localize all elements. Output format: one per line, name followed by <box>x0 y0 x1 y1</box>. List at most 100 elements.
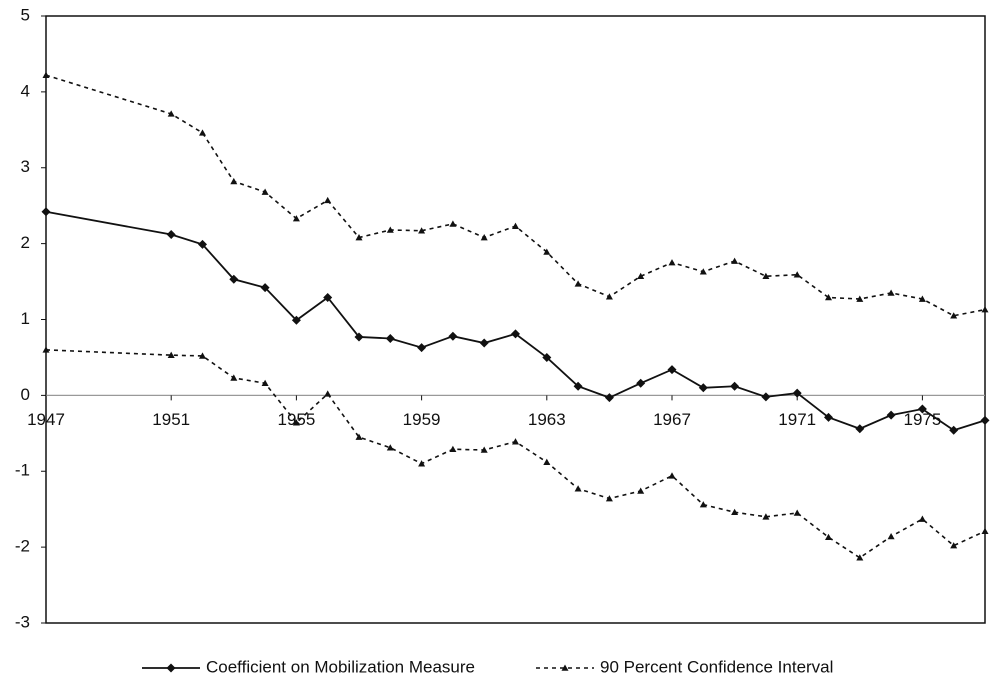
triangle-marker <box>199 129 206 136</box>
triangle-marker <box>324 390 332 397</box>
triangle-marker <box>762 513 770 520</box>
triangle-marker <box>167 351 175 358</box>
diamond-marker <box>448 331 458 341</box>
triangle-marker <box>561 664 569 671</box>
triangle-marker <box>887 533 895 540</box>
triangle-marker <box>856 295 864 302</box>
diamond-marker <box>417 343 427 353</box>
triangle-marker <box>42 346 50 353</box>
diamond-marker <box>886 410 896 420</box>
triangle-marker <box>699 501 707 508</box>
triangle-marker <box>825 293 832 301</box>
triangle-marker <box>292 419 300 426</box>
y-tick-label: 0 <box>21 385 30 404</box>
diamond-marker <box>792 388 802 398</box>
triangle-marker <box>918 295 926 302</box>
triangle-marker <box>605 495 613 502</box>
triangle-marker <box>480 234 488 241</box>
triangle-marker <box>950 312 958 319</box>
triangle-marker <box>731 508 739 516</box>
interval-line <box>45 74 986 317</box>
diamond-marker <box>291 315 301 325</box>
diamond-marker <box>166 663 176 673</box>
diamond-marker <box>824 412 833 422</box>
triangle-marker <box>230 177 238 185</box>
diamond-marker <box>855 424 865 434</box>
triangle-marker <box>762 272 770 280</box>
x-tick-label: 1951 <box>152 410 190 429</box>
triangle-marker <box>355 433 363 440</box>
diamond-marker <box>761 392 771 402</box>
triangle-marker <box>668 259 676 266</box>
triangle-marker <box>199 352 206 359</box>
triangle-marker <box>731 257 739 264</box>
diamond-marker <box>511 329 520 339</box>
diamond-marker <box>41 207 51 217</box>
triangle-marker <box>230 374 238 381</box>
triangle-marker <box>449 220 457 227</box>
legend-label: Coefficient on Mobilization Measure <box>206 657 475 676</box>
interval-line <box>45 349 986 559</box>
triangle-marker <box>793 509 801 516</box>
diamond-marker <box>198 239 207 249</box>
triangle-marker <box>355 234 363 241</box>
triangle-marker <box>261 379 269 387</box>
y-tick-label: 1 <box>21 309 30 328</box>
triangle-marker <box>918 515 926 522</box>
triangle-marker <box>261 188 269 195</box>
y-tick-label: 4 <box>21 81 30 100</box>
x-tick-label: 1947 <box>27 410 65 429</box>
triangle-marker <box>167 110 175 117</box>
series-line <box>45 210 986 432</box>
triangle-marker <box>386 444 394 451</box>
triangle-marker <box>386 226 394 233</box>
diamond-marker <box>917 404 927 414</box>
diamond-marker <box>698 383 708 393</box>
y-tick-label: -2 <box>15 537 30 556</box>
diamond-marker <box>949 425 959 435</box>
plot-frame <box>45 15 986 624</box>
triangle-marker <box>574 485 582 492</box>
diamond-marker <box>604 393 614 403</box>
x-tick-label: 1971 <box>778 410 816 429</box>
triangle-marker <box>543 458 551 465</box>
triangle-marker <box>637 272 645 280</box>
diamond-marker <box>323 292 333 302</box>
triangle-marker <box>887 289 895 296</box>
y-tick-label: 2 <box>21 233 30 252</box>
triangle-marker <box>605 293 613 300</box>
x-tick-label: 1959 <box>403 410 441 429</box>
legend-label: 90 Percent Confidence Interval <box>600 657 833 676</box>
diamond-marker <box>730 381 740 391</box>
triangle-marker <box>324 196 332 204</box>
diamond-marker <box>166 230 176 240</box>
triangle-marker <box>699 268 707 275</box>
diamond-marker <box>667 365 677 375</box>
diamond-marker <box>636 378 646 388</box>
triangle-marker <box>418 460 426 467</box>
diamond-marker <box>229 274 239 284</box>
x-tick-label: 1967 <box>653 410 691 429</box>
triangle-marker <box>42 71 50 78</box>
triangle-marker <box>950 542 958 549</box>
y-tick-label: 3 <box>21 157 30 176</box>
triangle-marker <box>668 472 676 479</box>
triangle-marker <box>512 222 519 229</box>
y-tick-label: 5 <box>21 5 30 24</box>
diamond-marker <box>542 352 552 362</box>
triangle-marker <box>637 487 645 494</box>
triangle-marker <box>981 306 989 313</box>
x-tick-label: 1963 <box>528 410 566 429</box>
triangle-marker <box>543 248 551 255</box>
triangle-marker <box>981 527 989 534</box>
triangle-marker <box>793 271 801 278</box>
triangle-marker <box>418 227 426 234</box>
diamond-marker <box>260 283 270 293</box>
triangle-marker <box>574 280 582 287</box>
y-tick-label: -1 <box>15 461 30 480</box>
diamond-marker <box>573 381 583 391</box>
y-tick-label: -3 <box>15 612 30 631</box>
triangle-marker <box>480 446 488 453</box>
triangle-marker <box>512 438 519 445</box>
